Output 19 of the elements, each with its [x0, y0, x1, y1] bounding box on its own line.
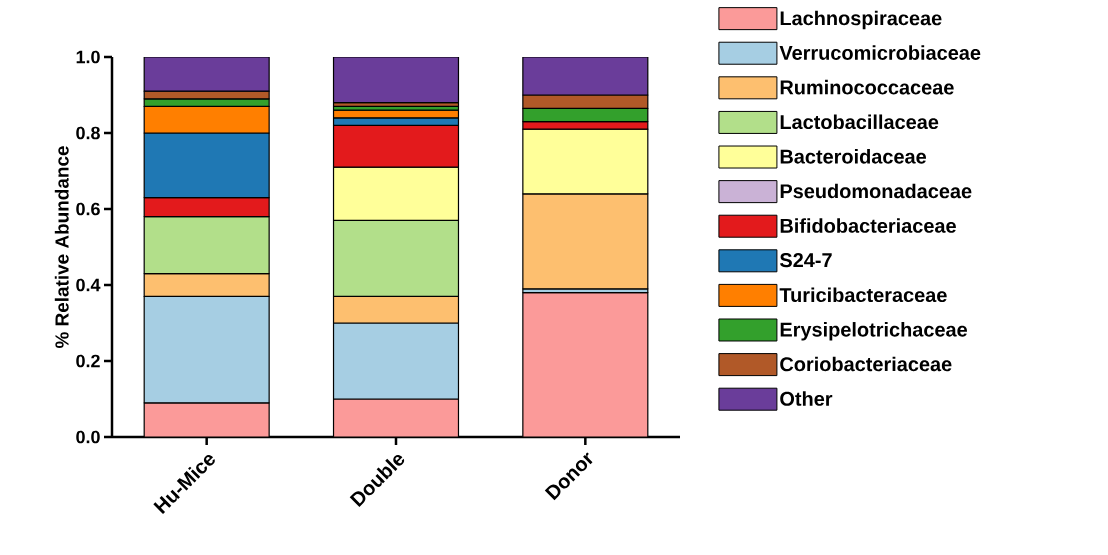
legend-label: S24-7 [779, 253, 832, 268]
legend-label: Erysipelotrichaceae [780, 322, 967, 341]
y-tick-label: 0.6 [76, 202, 100, 216]
legend-label: Coriobacteriaceae [780, 356, 952, 372]
legend-label: Other [780, 391, 833, 406]
legend-label: Lactobacillaceae [780, 114, 939, 130]
legend-label: Bifidobacteriaceae [780, 218, 956, 233]
legend-label: Pseudomonadaceae [780, 183, 972, 199]
y-tick-label: 0.0 [76, 430, 100, 444]
legend-label: Turicibacteraceae [779, 287, 947, 303]
y-tick-label: 0.2 [76, 354, 100, 368]
legend-label: Verrucomicrobiaceae [779, 45, 981, 60]
y-tick-label: 0.8 [76, 126, 100, 140]
y-axis-title: % Relative Abundance [54, 146, 69, 349]
y-tick-label: 0.4 [76, 278, 101, 292]
legend-label: Ruminococcaceae [780, 79, 954, 95]
legend-label: Bacteroidaceae [780, 149, 927, 164]
legend-label: Lachnospiraceae [780, 10, 942, 30]
y-tick-label: 1.0 [76, 50, 100, 64]
